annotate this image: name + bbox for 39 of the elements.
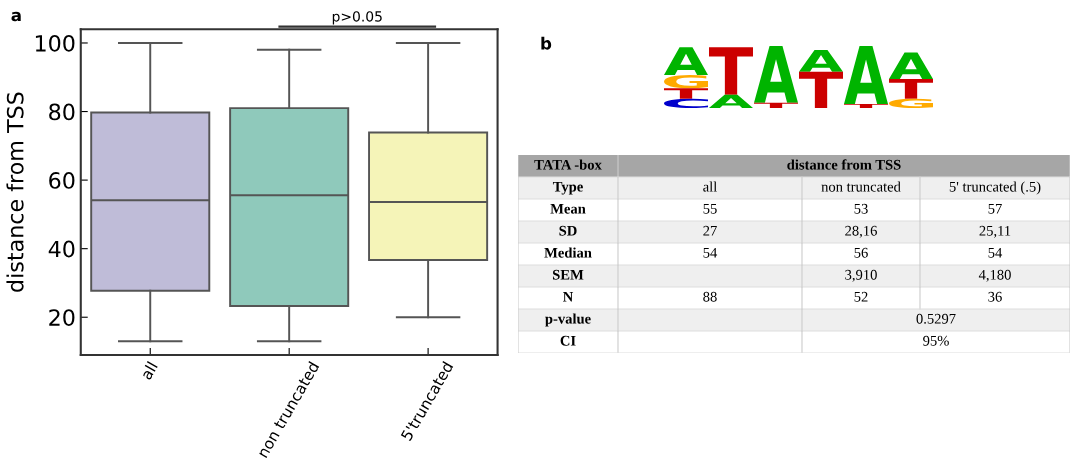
y-tick-label: 60 [49, 172, 75, 189]
text: b [541, 36, 552, 50]
text: non truncated [821, 181, 901, 192]
text: Mean [550, 203, 586, 214]
text: 4,180 [978, 269, 1011, 282]
text: SD [559, 225, 577, 236]
text: p-value [545, 313, 591, 327]
y-axis-title: distance from TSS [6, 92, 24, 292]
text: 3,910 [845, 269, 877, 282]
y-tick-label: 80 [49, 103, 75, 121]
text: 57 [988, 203, 1002, 214]
y-tick-label: 20 [49, 309, 75, 326]
text: 95% [923, 335, 949, 346]
text: 5' truncated (.5) [949, 181, 1041, 195]
text: p>0.05 [332, 11, 382, 25]
text: 0.5297 [916, 313, 956, 324]
text: CI [560, 335, 576, 346]
text: 28,16 [845, 225, 877, 238]
text: N [563, 291, 574, 302]
text: 56 [854, 247, 868, 258]
text: 27 [703, 225, 717, 236]
text: Median [544, 247, 592, 258]
text: Type [552, 181, 583, 195]
text: 52 [854, 291, 868, 302]
text: 54 [703, 247, 718, 258]
text: 54 [988, 247, 1003, 258]
y-tick-label: 40 [48, 240, 75, 258]
text: 36 [988, 291, 1002, 302]
text: all [703, 181, 717, 192]
text: 88 [703, 291, 717, 302]
text: TATA -box [534, 159, 602, 170]
x-tick-label: all [139, 361, 158, 381]
y-tick-label: 100 [35, 34, 75, 52]
text: 25,11 [979, 225, 1011, 238]
text: a [11, 11, 21, 22]
text: SEM [552, 269, 584, 280]
text: distance from TSS [787, 159, 901, 170]
text: 53 [854, 203, 868, 214]
text: 55 [703, 203, 717, 214]
